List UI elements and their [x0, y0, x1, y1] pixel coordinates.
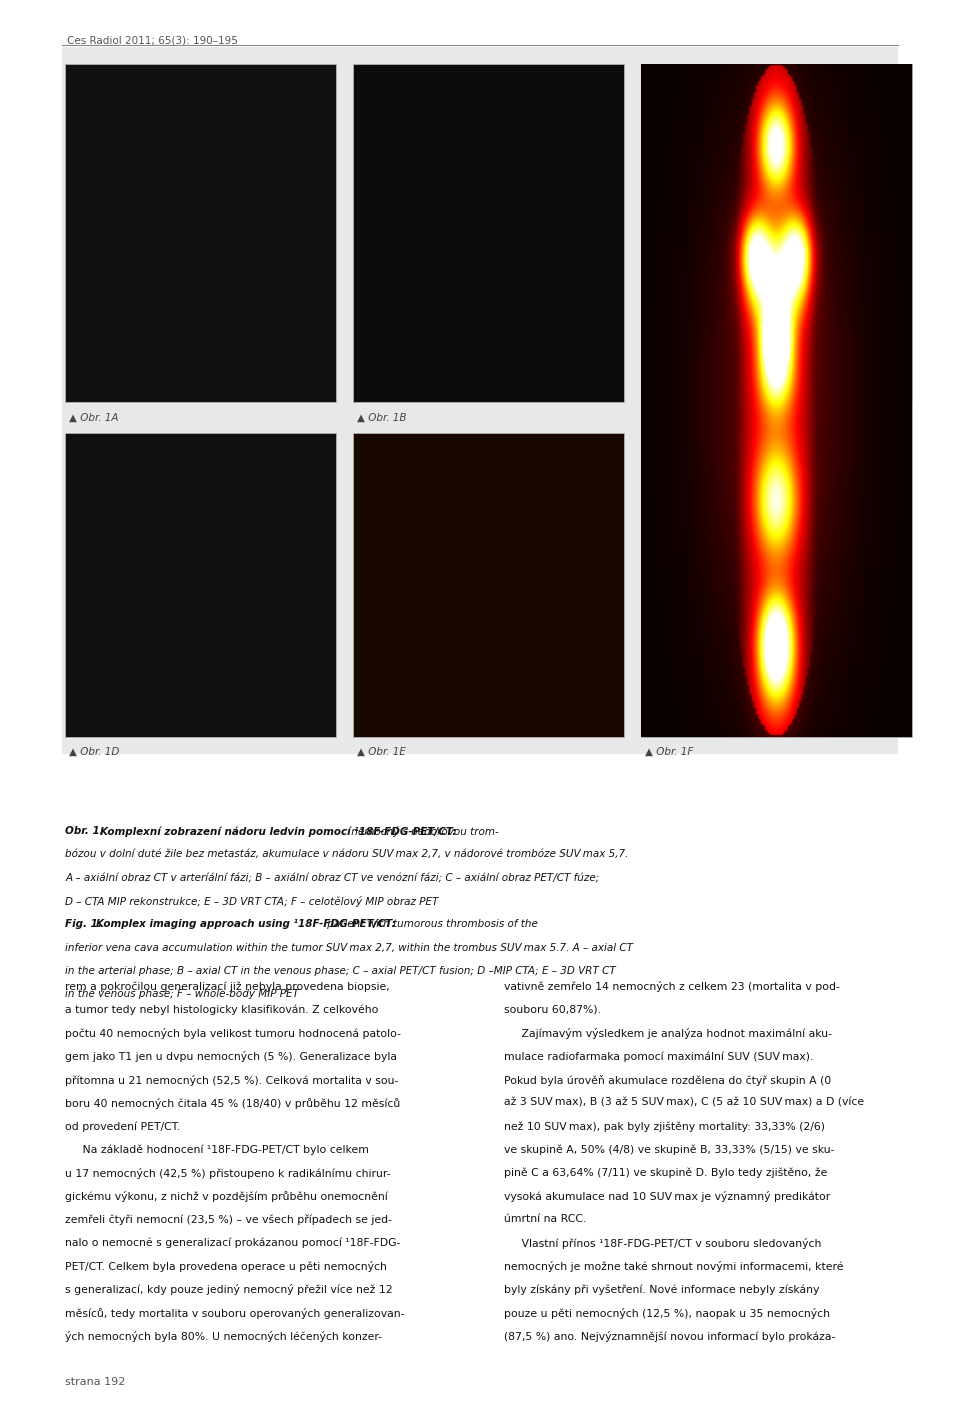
Text: měsíců, tedy mortalita v souboru operovaných generalizovan-: měsíců, tedy mortalita v souboru operova…: [65, 1308, 405, 1319]
Text: pouze u pěti nemocných (12,5 %), naopak u 35 nemocných: pouze u pěti nemocných (12,5 %), naopak …: [504, 1308, 830, 1319]
Text: byly získány při vyšetření. Nové informace nebyly získány: byly získány při vyšetření. Nové informa…: [504, 1285, 820, 1295]
Text: mulace radiofarmaka pomocí maximální SUV (SUV max).: mulace radiofarmaka pomocí maximální SUV…: [504, 1051, 813, 1062]
Text: vysoká akumulace nad 10 SUV max je významný predikátor: vysoká akumulace nad 10 SUV max je význa…: [504, 1192, 830, 1202]
Bar: [65, 64, 336, 402]
Bar: [62, 47, 898, 754]
Text: D – CTA MIP rekonstrukce; E – 3D VRT CTA; F – celotělový MIP obraz PET: D – CTA MIP rekonstrukce; E – 3D VRT CTA…: [65, 895, 439, 907]
Text: počtu 40 nemocných byla velikost tumoru hodnocená patolo-: počtu 40 nemocných byla velikost tumoru …: [65, 1028, 401, 1039]
Text: ▲ Obr. 1C: ▲ Obr. 1C: [645, 412, 695, 422]
Text: ▲ Obr. 1A: ▲ Obr. 1A: [69, 412, 119, 422]
Text: gickému výkonu, z nichž v pozdějším průběhu onemocnění: gickému výkonu, z nichž v pozdějším průb…: [65, 1192, 388, 1202]
Text: od provedení PET/CT.: od provedení PET/CT.: [65, 1121, 180, 1131]
Text: Komplex imaging approach using ¹18F-FDG-PET/CT:: Komplex imaging approach using ¹18F-FDG-…: [96, 919, 396, 929]
Bar: [641, 64, 912, 402]
Text: bózou v dolní duté žile bez metastáz, akumulace v nádoru SUV max 2,7, v nádorové: bózou v dolní duté žile bez metastáz, ak…: [65, 850, 629, 860]
Text: patient with tumorous thrombosis of the: patient with tumorous thrombosis of the: [324, 919, 539, 929]
Bar: [353, 64, 624, 402]
Bar: [65, 433, 336, 737]
Text: A – axiální obraz CT v arteríální fázi; B – axiální obraz CT ve venózní fázi; C : A – axiální obraz CT v arteríální fázi; …: [65, 873, 600, 882]
Text: vativně zemřelo 14 nemocných z celkem 23 (mortalita v pod-: vativně zemřelo 14 nemocných z celkem 23…: [504, 981, 840, 993]
Bar: [353, 433, 624, 737]
Text: pině C a 63,64% (7/11) ve skupině D. Bylo tedy zjištěno, že: pině C a 63,64% (7/11) ve skupině D. Byl…: [504, 1168, 828, 1178]
Text: ▲ Obr. 1F: ▲ Obr. 1F: [645, 747, 693, 757]
Text: s generalizací, kdy pouze jediný nemocný přežil více než 12: s generalizací, kdy pouze jediný nemocný…: [65, 1285, 393, 1295]
Text: nemocných je možne také shrnout novými informacemi, které: nemocných je možne také shrnout novými i…: [504, 1261, 844, 1272]
Text: PET/CT. Celkem byla provedena operace u pěti nemocných: PET/CT. Celkem byla provedena operace u …: [65, 1261, 387, 1272]
Text: in the venous phase; F – whole-body MIP PET: in the venous phase; F – whole-body MIP …: [65, 988, 300, 1000]
Text: ých nemocných byla 80%. U nemocných léčených konzer-: ých nemocných byla 80%. U nemocných léče…: [65, 1330, 382, 1341]
Text: ▲ Obr. 1E: ▲ Obr. 1E: [357, 747, 406, 757]
Text: ve skupině A, 50% (4/8) ve skupině B, 33,33% (5/15) ve sku-: ve skupině A, 50% (4/8) ve skupině B, 33…: [504, 1144, 834, 1155]
Text: (87,5 %) ano. Nejvýznamnější novou informací bylo prokáza-: (87,5 %) ano. Nejvýznamnější novou infor…: [504, 1330, 835, 1341]
Text: u 17 nemocných (42,5 %) přistoupeno k radikálnímu chirur-: u 17 nemocných (42,5 %) přistoupeno k ra…: [65, 1168, 391, 1179]
Text: než 10 SUV max), pak byly zjištěny mortality: 33,33% (2/6): než 10 SUV max), pak byly zjištěny morta…: [504, 1121, 825, 1131]
Text: Zajímavým výsledkem je analýza hodnot maximální aku-: Zajímavým výsledkem je analýza hodnot ma…: [504, 1028, 832, 1039]
Text: přítomna u 21 nemocných (52,5 %). Celková mortalita v sou-: přítomna u 21 nemocných (52,5 %). Celkov…: [65, 1075, 398, 1086]
Text: nalo o nemocné s generalizací prokázanou pomocí ¹18F-FDG-: nalo o nemocné s generalizací prokázanou…: [65, 1237, 400, 1248]
Text: Pokud byla úrověň akumulace rozdělena do čtyř skupin A (0: Pokud byla úrověň akumulace rozdělena do…: [504, 1075, 831, 1086]
Text: nemocný s nádorovou trom-: nemocný s nádorovou trom-: [348, 826, 498, 837]
Text: ▲ Obr. 1B: ▲ Obr. 1B: [357, 412, 407, 422]
Text: boru 40 nemocných čitala 45 % (18/40) v průběhu 12 měsíců: boru 40 nemocných čitala 45 % (18/40) v …: [65, 1099, 400, 1108]
Text: Vlastní přínos ¹18F-FDG-PET/CT v souboru sledovaných: Vlastní přínos ¹18F-FDG-PET/CT v souboru…: [504, 1237, 822, 1248]
Text: Obr. 1.: Obr. 1.: [65, 826, 108, 836]
Bar: [641, 64, 912, 737]
Text: inferior vena cava accumulation within the tumor SUV max 2,7, within the trombus: inferior vena cava accumulation within t…: [65, 943, 634, 953]
Text: ▲ Obr. 1D: ▲ Obr. 1D: [69, 747, 119, 757]
Text: Komplexní zobrazení nádoru ledvin pomocí ¹18F-FDG-PET/CT:: Komplexní zobrazení nádoru ledvin pomocí…: [100, 826, 456, 836]
Text: in the arterial phase; B – axial CT in the venous phase; C – axial PET/CT fusion: in the arterial phase; B – axial CT in t…: [65, 966, 616, 976]
Text: zemřeli čtyři nemocní (23,5 %) – ve všech případech se jed-: zemřeli čtyři nemocní (23,5 %) – ve všec…: [65, 1214, 393, 1224]
Text: strana 192: strana 192: [65, 1377, 126, 1387]
Text: a tumor tedy nebyl histologicky klasifikován. Z celkového: a tumor tedy nebyl histologicky klasifik…: [65, 1005, 378, 1015]
Text: úmrtní na RCC.: úmrtní na RCC.: [504, 1214, 587, 1224]
Text: Ces Radiol 2011; 65(3): 190–195: Ces Radiol 2011; 65(3): 190–195: [67, 35, 238, 45]
Text: gem jako T1 jen u dvpu nemocných (5 %). Generalizace byla: gem jako T1 jen u dvpu nemocných (5 %). …: [65, 1051, 397, 1062]
Text: Na základě hodnocení ¹18F-FDG-PET/CT bylo celkem: Na základě hodnocení ¹18F-FDG-PET/CT byl…: [65, 1144, 370, 1155]
Text: Fig. 1.: Fig. 1.: [65, 919, 106, 929]
Text: rem a pokročilou generalizací již nebyla provedena biopsie,: rem a pokročilou generalizací již nebyla…: [65, 981, 390, 991]
Text: souboru 60,87%).: souboru 60,87%).: [504, 1005, 601, 1015]
Text: až 3 SUV max), B (3 až 5 SUV max), C (5 až 10 SUV max) a D (více: až 3 SUV max), B (3 až 5 SUV max), C (5 …: [504, 1099, 864, 1108]
